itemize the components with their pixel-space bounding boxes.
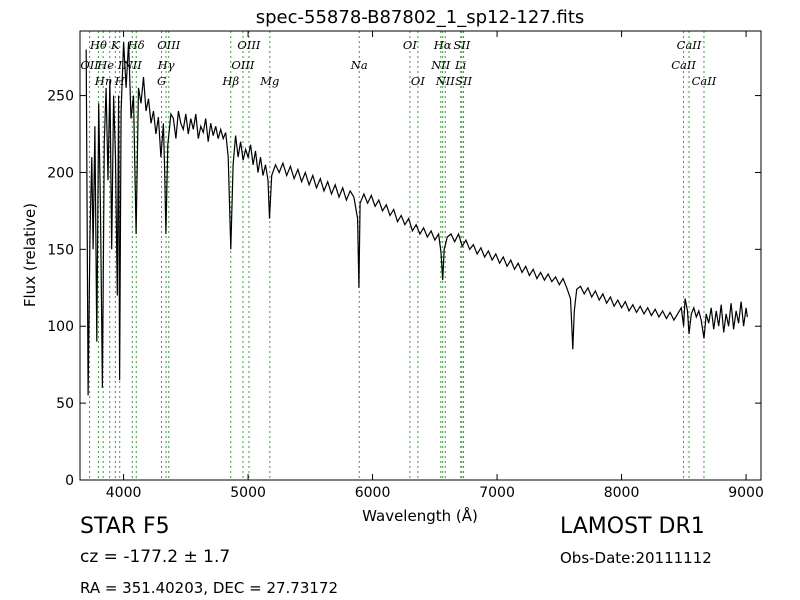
line-label-5: H <box>114 74 126 88</box>
line-label-25: CaII <box>671 58 696 72</box>
line-label-6: Hδ <box>127 38 145 52</box>
line-label-14: Mg <box>259 74 279 88</box>
x-tick-label-0: 4000 <box>106 485 142 501</box>
line-label-23: SII <box>455 74 472 88</box>
x-axis-label: Wavelength (Å) <box>362 506 478 525</box>
x-tick-label-3: 7000 <box>479 485 515 501</box>
line-label-22: Li <box>454 58 467 72</box>
redshift-cz: cz = -177.2 ± 1.7 <box>80 547 231 567</box>
line-label-11: Hβ <box>221 74 239 88</box>
survey-name: LAMOST DR1 <box>560 514 705 539</box>
y-tick-label-4: 200 <box>47 165 74 181</box>
line-label-24: CaII <box>677 38 702 52</box>
ra-dec-coordinates: RA = 351.40203, DEC = 27.73172 <box>80 579 339 597</box>
line-label-1: Hθ <box>89 38 107 52</box>
line-label-2: Hη <box>94 74 112 88</box>
line-label-0: OII <box>80 58 99 72</box>
line-label-9: Hγ <box>157 58 175 72</box>
y-axis-label: Flux (relative) <box>21 203 39 307</box>
line-label-10: G <box>157 74 166 88</box>
y-tick-label-1: 50 <box>56 396 74 412</box>
object-class: STAR F5 <box>80 514 170 539</box>
line-label-8: OIII <box>157 38 181 52</box>
y-tick-label-2: 100 <box>47 319 74 335</box>
line-label-15: Na <box>350 58 368 72</box>
observation-date: Obs-Date:20111112 <box>560 549 712 567</box>
y-tick-label-0: 0 <box>65 473 74 489</box>
line-label-21: SII <box>453 38 470 52</box>
line-label-3: He I <box>96 58 122 72</box>
y-tick-label-3: 150 <box>47 242 74 258</box>
spectral-line-markers <box>89 31 705 480</box>
y-axis-ticks: 0 50 100 150 200 250 <box>47 89 761 489</box>
line-label-26: CaII <box>692 74 717 88</box>
chart-title: spec-55878-B87802_1_sp12-127.fits <box>256 7 585 28</box>
line-label-20: NII <box>435 74 456 88</box>
plot-frame <box>79 30 762 481</box>
x-tick-label-5: 9000 <box>728 485 764 501</box>
line-label-12: OIII <box>231 58 255 72</box>
spectrum-line-0 <box>85 41 748 396</box>
line-label-18: NII <box>430 58 451 72</box>
spectrum-series <box>85 41 748 396</box>
line-label-13: OIII <box>237 38 261 52</box>
x-tick-label-4: 8000 <box>604 485 640 501</box>
line-label-16: OI <box>403 38 417 52</box>
line-label-4: K <box>110 38 121 52</box>
y-tick-label-5: 250 <box>47 89 74 105</box>
x-tick-label-2: 6000 <box>355 485 391 501</box>
x-axis-ticks: 4000 5000 6000 7000 8000 9000 <box>106 31 764 501</box>
line-label-17: OI <box>411 74 425 88</box>
spectral-line-labels: OII Hθ Hη He I K H Hδ NII OIII Hγ G Hβ OIII OIII Mg Na O… <box>80 38 716 88</box>
line-label-19: Hα <box>433 38 452 52</box>
x-tick-label-1: 5000 <box>230 485 266 501</box>
